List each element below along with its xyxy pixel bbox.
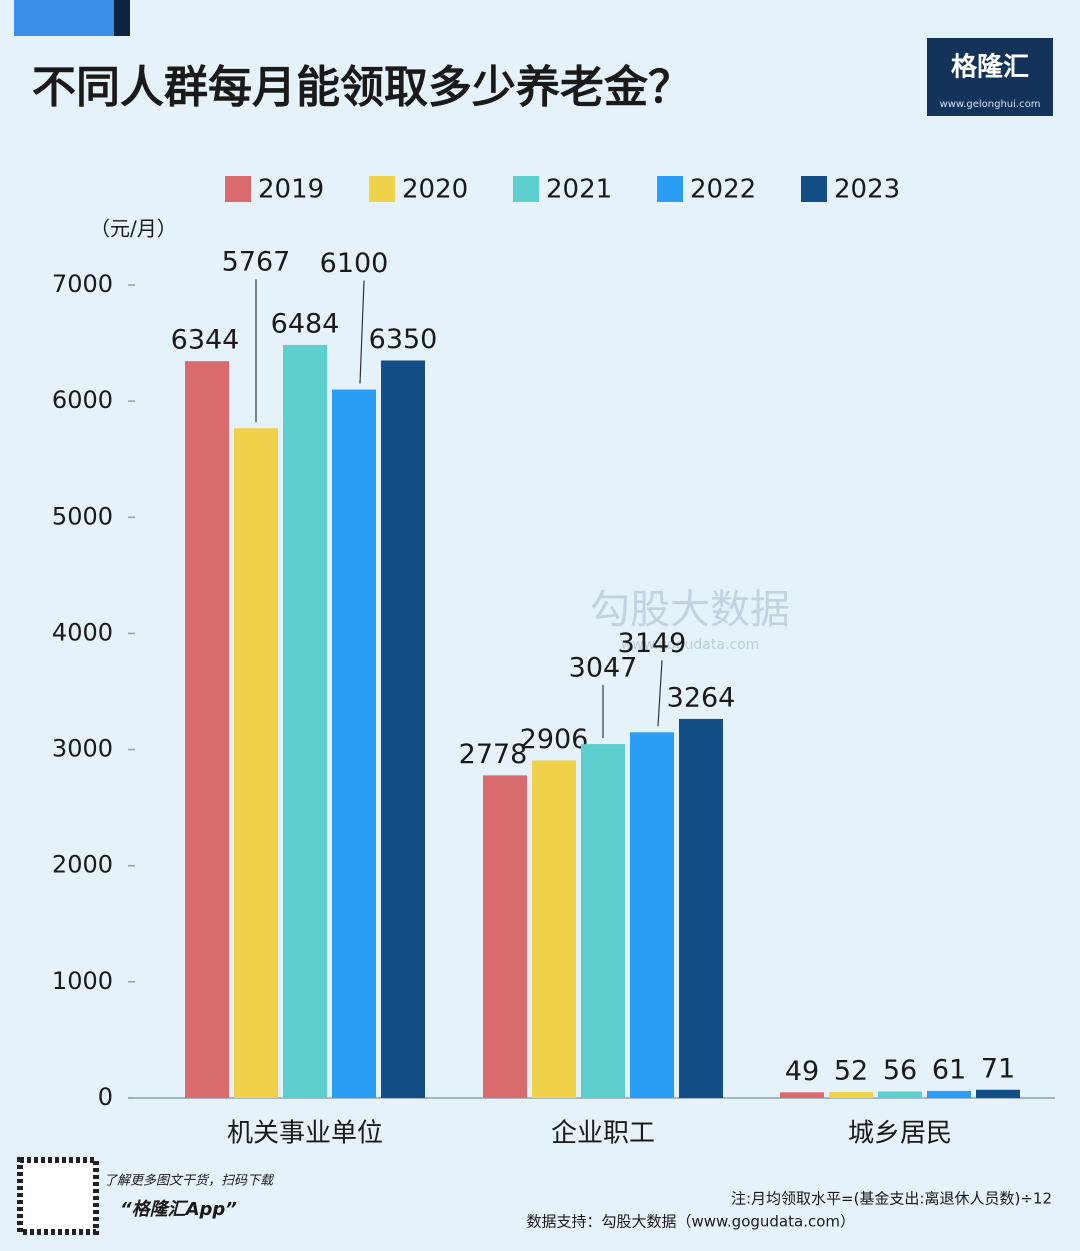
corner-bar: [14, 0, 114, 36]
footer-app: “格隆汇App”: [120, 1199, 237, 1220]
legend-swatch: [657, 176, 683, 202]
bar: [483, 775, 527, 1098]
x-tick-label: 城乡居民: [848, 1119, 952, 1149]
leader-line: [657, 660, 663, 727]
value-label: 2906: [520, 724, 589, 755]
value-label: 6344: [171, 325, 240, 356]
value-label: 49: [785, 1056, 819, 1087]
legend-swatch: [513, 176, 539, 202]
bar: [829, 1091, 873, 1098]
legend-swatch: [801, 176, 827, 202]
footer-note: 注:月均领取水平=(基金支出:离退休人员数)÷12: [731, 1190, 1052, 1208]
legend-swatch: [225, 176, 251, 202]
bar: [976, 1089, 1020, 1098]
bar: [630, 732, 674, 1098]
y-tick-label: 3000: [52, 735, 113, 763]
value-label: 6100: [320, 248, 389, 279]
bar: [185, 361, 229, 1099]
logo-box: [927, 38, 1053, 116]
legend-swatch: [369, 176, 395, 202]
x-tick-label: 机关事业单位: [227, 1119, 383, 1149]
y-tick-label: 7000: [52, 270, 113, 298]
legend-label: 2019: [258, 175, 324, 205]
leader-line: [359, 280, 365, 384]
bar: [283, 344, 327, 1099]
value-label: 56: [883, 1055, 917, 1086]
bar: [679, 718, 723, 1098]
value-label: 3047: [569, 653, 638, 684]
legend-label: 2022: [690, 175, 756, 205]
y-tick-label: 1000: [52, 967, 113, 995]
bar: [581, 744, 625, 1098]
bar: [532, 760, 576, 1098]
legend-label: 2020: [402, 175, 468, 205]
y-axis-label: （元/月）: [90, 217, 177, 241]
watermark-url: www.gogudata.com: [621, 637, 760, 653]
value-label: 3264: [667, 682, 736, 713]
value-label: 6350: [369, 324, 438, 355]
qr-code: [17, 1157, 99, 1235]
y-tick-label: 2000: [52, 851, 113, 879]
value-label: 6484: [271, 308, 340, 339]
legend-label: 2021: [546, 175, 612, 205]
value-label: 5767: [222, 247, 291, 278]
bar: [927, 1090, 971, 1098]
bar: [381, 360, 425, 1098]
logo-url: www.gelonghui.com: [940, 99, 1041, 110]
legend-label: 2023: [834, 175, 900, 205]
x-tick-label: 企业职工: [551, 1119, 655, 1149]
y-tick-label: 0: [98, 1083, 113, 1111]
watermark-name: 勾股大数据: [590, 587, 790, 633]
footer-promo: 了解更多图文干货，扫码下载: [104, 1173, 275, 1189]
chart-title: 不同人群每月能领取多少养老金？: [32, 62, 692, 113]
y-tick-label: 5000: [52, 502, 113, 530]
value-label: 52: [834, 1055, 868, 1086]
logo-name: 格隆汇: [951, 52, 1029, 83]
corner-bar: [114, 0, 130, 36]
y-tick-label: 4000: [52, 618, 113, 646]
bar: [332, 389, 376, 1098]
value-label: 3149: [618, 628, 687, 659]
bar: [780, 1092, 824, 1098]
bar: [878, 1091, 922, 1098]
footer-source: 数据支持：勾股大数据（www.gogudata.com）: [526, 1213, 855, 1231]
bar: [234, 428, 278, 1099]
value-label: 61: [932, 1054, 966, 1085]
value-label: 71: [981, 1053, 1015, 1084]
y-tick-label: 6000: [52, 386, 113, 414]
value-label: 2778: [459, 739, 528, 770]
